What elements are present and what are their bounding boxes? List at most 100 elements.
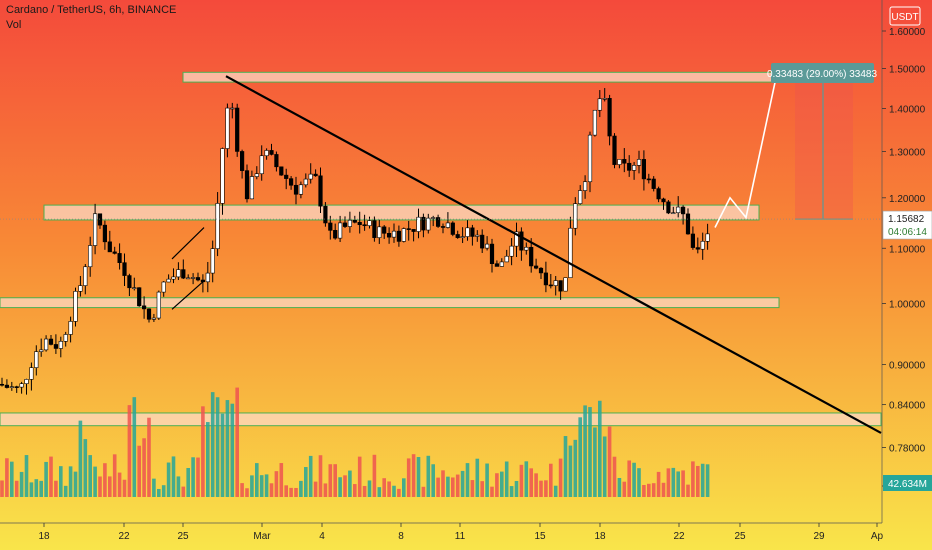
candle-body	[406, 228, 411, 230]
volume-bar	[201, 406, 205, 497]
candle-body	[122, 262, 127, 276]
candle-body	[475, 234, 480, 237]
candle-body	[680, 206, 686, 215]
candle-body	[225, 107, 230, 149]
volume-bar	[0, 480, 4, 497]
candle-body	[318, 175, 323, 207]
volume-bar	[171, 456, 176, 497]
projection-path[interactable]	[714, 68, 779, 228]
candle-body	[382, 226, 387, 234]
volume-bar	[63, 485, 68, 497]
candle-body	[607, 98, 612, 137]
candle-body	[568, 227, 573, 279]
candle-body	[323, 205, 328, 224]
support-resistance-zone[interactable]	[0, 412, 882, 427]
time-tick-label: 22	[118, 531, 130, 542]
candle-body	[210, 248, 215, 274]
measure-label: 0.33483 (29.00%) 33483	[767, 69, 878, 80]
candle-body	[24, 379, 29, 384]
volume-bar	[24, 455, 29, 497]
channel-line-lower[interactable]	[171, 280, 205, 310]
candle-body	[240, 151, 245, 171]
volume-indicator-label: Vol	[6, 19, 22, 31]
candle-body	[666, 201, 671, 214]
candle-body	[377, 226, 382, 238]
time-tick-label: 4	[319, 531, 325, 542]
volume-bar	[402, 478, 406, 497]
volume-bar	[166, 462, 171, 497]
volume-bar	[10, 461, 14, 497]
current-price-badge	[882, 210, 932, 240]
volume-bar	[279, 463, 284, 497]
candle-body	[230, 107, 235, 110]
symbol-title: Cardano / TetherUS, 6h, BINANCE	[6, 4, 177, 16]
volume-bar	[78, 420, 83, 497]
measure-label-box	[771, 63, 874, 83]
volume-bar	[622, 481, 627, 497]
volume-bar	[392, 485, 396, 497]
candle-body	[117, 253, 122, 263]
support-resistance-zone[interactable]	[0, 297, 780, 309]
volume-bar	[367, 480, 372, 497]
volume-bar	[500, 471, 504, 497]
time-tick-label: 25	[177, 531, 189, 542]
candle-body	[142, 305, 147, 310]
price-tick-label: 1.60000	[889, 27, 926, 38]
volume-bar	[441, 470, 445, 497]
volume-bar	[245, 488, 249, 497]
time-tick-label: 18	[38, 531, 50, 542]
volume-bar	[318, 455, 323, 497]
price-range-box[interactable]	[795, 71, 853, 220]
volume-bar	[333, 464, 337, 497]
volume-bar	[29, 482, 34, 497]
candle-body	[39, 349, 44, 352]
price-tick-label: 1.00000	[889, 300, 926, 311]
candle-body	[421, 216, 426, 231]
candle-body	[372, 220, 377, 238]
candle-body	[288, 178, 294, 186]
volume-bar	[206, 422, 210, 497]
channel-line-upper[interactable]	[171, 227, 205, 260]
support-resistance-zone[interactable]	[182, 71, 804, 83]
volume-bar	[666, 468, 671, 497]
candle-body	[563, 277, 568, 292]
volume-bar	[509, 486, 514, 497]
volume-bar	[284, 485, 288, 497]
candle-body	[641, 159, 646, 180]
candle-body	[558, 280, 563, 292]
volume-bar	[137, 445, 141, 497]
currency-button[interactable]	[889, 6, 921, 26]
candle-body	[631, 165, 637, 171]
candle-body	[53, 344, 58, 349]
volume-bar	[73, 471, 78, 497]
candle-body	[435, 217, 441, 227]
candle-body	[205, 272, 210, 283]
candle-body	[553, 280, 558, 286]
volume-bar	[460, 470, 465, 497]
volume-bar	[451, 477, 455, 497]
candle-body	[274, 154, 279, 168]
candle-body	[112, 251, 117, 254]
descending-trendline[interactable]	[225, 75, 882, 434]
volume-bar	[475, 458, 480, 497]
candle-body	[48, 338, 54, 345]
support-resistance-zone[interactable]	[43, 204, 760, 221]
candle-body	[543, 272, 548, 286]
candle-body	[186, 277, 191, 280]
candle-body	[249, 176, 255, 200]
volume-bar	[485, 463, 489, 497]
candle-body	[622, 159, 627, 164]
volume-bar	[480, 481, 484, 497]
chart-header: Cardano / TetherUS, 6h, BINANCE Vol	[6, 3, 176, 33]
volume-bar	[343, 475, 347, 497]
candle-body	[156, 291, 161, 319]
volume-bar	[103, 463, 107, 497]
candle-body	[195, 277, 201, 281]
candle-body	[132, 287, 137, 289]
candle-body	[690, 233, 695, 248]
candle-body	[97, 213, 103, 226]
volume-bar	[362, 485, 367, 497]
volume-bar	[88, 455, 92, 497]
candle-body	[191, 277, 196, 279]
